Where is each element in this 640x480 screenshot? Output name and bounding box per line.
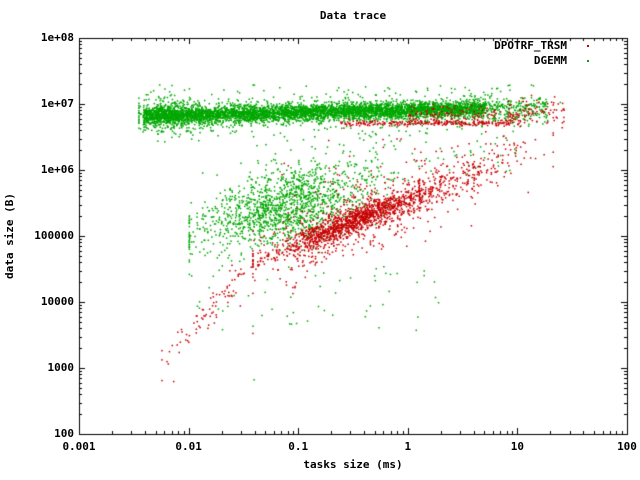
legend-item-dpotrf_trsm: DPOTRF_TRSM [494,39,567,52]
chart-title: Data trace [319,9,387,22]
x-axis-title: tasks size (ms) [303,458,403,471]
y-tick-label: 10000 [40,295,74,308]
y-tick-label: 1e+06 [40,163,74,176]
x-tick-label: 0.1 [288,440,309,453]
x-tick-label: 0.001 [62,440,96,453]
x-tick-label: 0.01 [175,440,202,453]
y-tick-label: 1e+07 [40,97,74,110]
y-tick-label: 100 [54,427,74,440]
legend-marker-dgemm [587,60,589,62]
x-tick-label: 100 [617,440,637,453]
legend-item-dgemm: DGEMM [533,54,567,67]
y-tick-label: 100000 [34,229,74,242]
legend-marker-dpotrf_trsm [587,45,589,47]
y-tick-label: 1000 [47,361,75,374]
x-tick-label: 1 [404,440,412,453]
x-tick-label: 10 [510,440,525,453]
y-tick-label: 1e+08 [40,31,74,44]
